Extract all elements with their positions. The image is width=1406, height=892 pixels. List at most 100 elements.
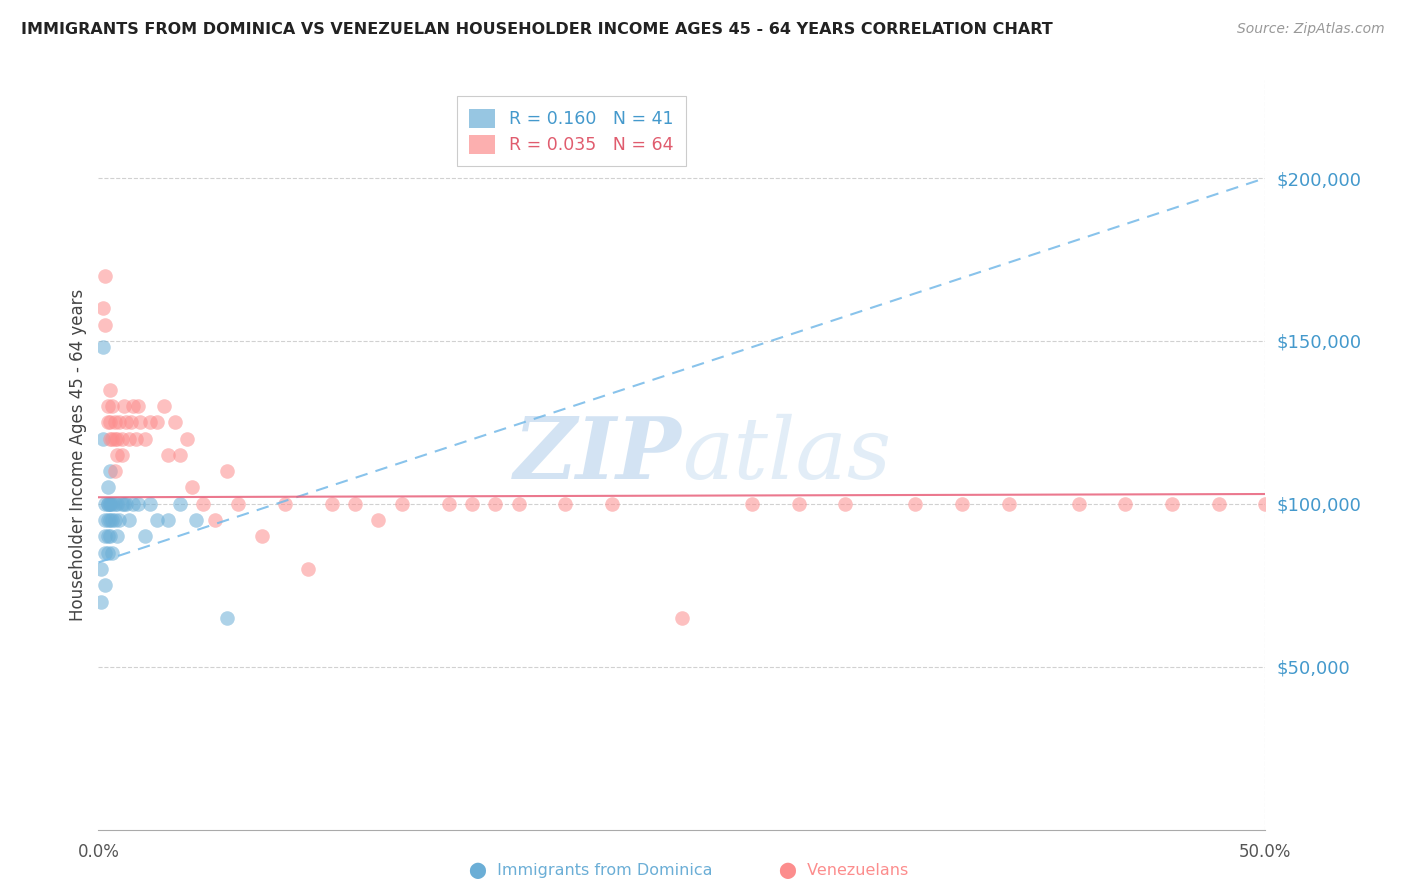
- Point: [94, 529, 117, 543]
- Point: [554, 497, 576, 511]
- Point: [94, 268, 117, 283]
- Point: [98, 383, 121, 397]
- Point: [204, 513, 226, 527]
- Text: Source: ZipAtlas.com: Source: ZipAtlas.com: [1237, 22, 1385, 37]
- Point: [112, 399, 135, 413]
- Point: [98, 415, 121, 429]
- Text: atlas: atlas: [682, 414, 891, 496]
- Point: [180, 481, 202, 495]
- Point: [98, 464, 121, 478]
- Point: [101, 497, 124, 511]
- Point: [104, 497, 127, 511]
- Point: [997, 497, 1019, 511]
- Point: [169, 497, 191, 511]
- Point: [94, 318, 117, 332]
- Point: [108, 415, 131, 429]
- Point: [115, 497, 138, 511]
- Point: [94, 578, 117, 592]
- Point: [91, 340, 114, 354]
- Point: [111, 448, 134, 462]
- Point: [125, 432, 148, 446]
- Point: [1161, 497, 1184, 511]
- Point: [118, 432, 141, 446]
- Point: [461, 497, 484, 511]
- Point: [127, 497, 149, 511]
- Point: [112, 497, 135, 511]
- Point: [104, 432, 127, 446]
- Text: ZIP: ZIP: [515, 413, 682, 497]
- Point: [90, 594, 112, 608]
- Point: [129, 415, 152, 429]
- Point: [321, 497, 343, 511]
- Point: [120, 415, 142, 429]
- Point: [105, 432, 128, 446]
- Point: [367, 513, 389, 527]
- Point: [139, 497, 162, 511]
- Point: [152, 399, 174, 413]
- Point: [1114, 497, 1136, 511]
- Text: IMMIGRANTS FROM DOMINICA VS VENEZUELAN HOUSEHOLDER INCOME AGES 45 - 64 YEARS COR: IMMIGRANTS FROM DOMINICA VS VENEZUELAN H…: [21, 22, 1053, 37]
- Point: [97, 529, 120, 543]
- Point: [97, 513, 120, 527]
- Point: [950, 497, 973, 511]
- Point: [97, 497, 120, 511]
- Point: [97, 415, 120, 429]
- Point: [105, 448, 128, 462]
- Point: [111, 497, 134, 511]
- Point: [134, 432, 156, 446]
- Point: [101, 432, 124, 446]
- Point: [111, 432, 134, 446]
- Legend: R = 0.160   N = 41, R = 0.035   N = 64: R = 0.160 N = 41, R = 0.035 N = 64: [457, 96, 686, 166]
- Point: [97, 481, 120, 495]
- Point: [297, 562, 319, 576]
- Text: ⬤  Immigrants from Dominica: ⬤ Immigrants from Dominica: [468, 863, 713, 879]
- Point: [115, 415, 138, 429]
- Point: [146, 513, 169, 527]
- Point: [98, 432, 121, 446]
- Point: [97, 546, 120, 560]
- Point: [344, 497, 367, 511]
- Point: [90, 562, 112, 576]
- Point: [101, 546, 124, 560]
- Point: [94, 513, 117, 527]
- Point: [98, 497, 121, 511]
- Point: [105, 497, 128, 511]
- Point: [91, 432, 114, 446]
- Point: [215, 464, 238, 478]
- Point: [108, 513, 131, 527]
- Point: [274, 497, 297, 511]
- Text: ⬤  Venezuelans: ⬤ Venezuelans: [779, 863, 908, 879]
- Point: [105, 529, 128, 543]
- Point: [228, 497, 250, 511]
- Point: [98, 497, 121, 511]
- Point: [97, 399, 120, 413]
- Point: [508, 497, 530, 511]
- Point: [186, 513, 208, 527]
- Point: [215, 611, 238, 625]
- Point: [157, 513, 180, 527]
- Point: [122, 399, 145, 413]
- Point: [671, 611, 693, 625]
- Point: [134, 529, 156, 543]
- Point: [904, 497, 927, 511]
- Point: [437, 497, 460, 511]
- Point: [139, 415, 162, 429]
- Point: [127, 399, 149, 413]
- Point: [250, 529, 273, 543]
- Point: [101, 399, 124, 413]
- Point: [91, 301, 114, 316]
- Point: [834, 497, 856, 511]
- Point: [104, 513, 127, 527]
- Point: [122, 497, 145, 511]
- Point: [94, 546, 117, 560]
- Point: [600, 497, 623, 511]
- Point: [98, 529, 121, 543]
- Point: [104, 415, 127, 429]
- Y-axis label: Householder Income Ages 45 - 64 years: Householder Income Ages 45 - 64 years: [69, 289, 87, 621]
- Point: [98, 513, 121, 527]
- Point: [1254, 497, 1277, 511]
- Point: [97, 497, 120, 511]
- Point: [787, 497, 810, 511]
- Point: [165, 415, 187, 429]
- Point: [1208, 497, 1230, 511]
